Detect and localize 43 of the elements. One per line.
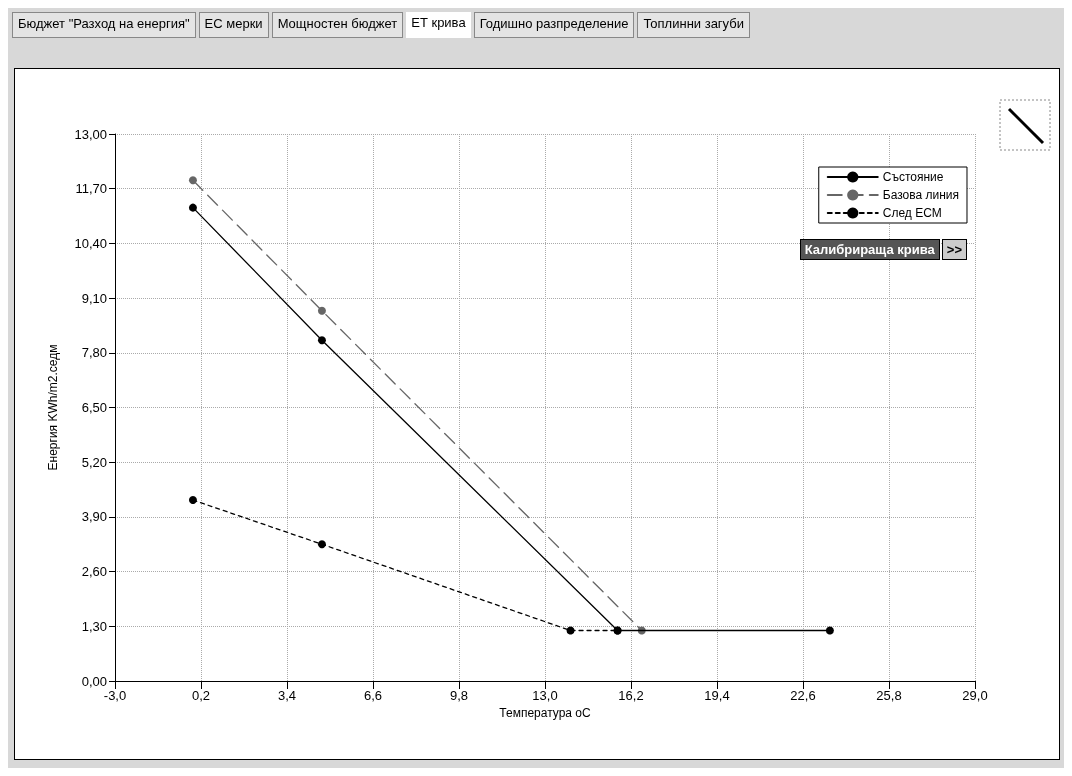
y-tick-label: 13,00 <box>74 126 107 142</box>
y-tick-label: 0,00 <box>81 673 107 689</box>
point <box>825 626 834 635</box>
point <box>188 496 197 505</box>
legend-label: Състояние <box>882 170 944 184</box>
y-axis-title: Енергия KWh/m2.седм <box>46 344 60 471</box>
y-tick-label: 6,50 <box>81 400 107 415</box>
x-tick-label: 25,8 <box>876 688 902 703</box>
legend-label: Базова линия <box>882 188 960 202</box>
annotation: Калибрираща крива <box>799 239 940 260</box>
text: ЕТ крива <box>406 12 471 38</box>
annotation: >> <box>941 239 967 260</box>
x-tick-label: 13,0 <box>532 688 558 703</box>
point <box>188 176 197 185</box>
x-tick-label: 29,0 <box>962 688 988 703</box>
y-tick-label: 11,70 <box>75 181 107 197</box>
y-tick-label: 2,60 <box>81 564 107 580</box>
point <box>317 540 326 549</box>
x-axis-title: Температура оС <box>499 706 592 720</box>
y-tick-label: 9,10 <box>81 290 107 306</box>
y-tick-label: 7,80 <box>81 345 107 361</box>
x-tick-label: -3,0 <box>103 688 127 703</box>
x-tick-label: 19,4 <box>704 688 730 703</box>
x-tick-label: 22,6 <box>790 688 816 703</box>
text: ЕС мерки <box>198 12 269 38</box>
point <box>566 626 575 635</box>
x-tick-label: 0,2 <box>191 688 211 703</box>
x-tick-label: 16,2 <box>618 688 644 703</box>
text: Топлинни загуби <box>637 12 750 38</box>
text: Бюджет "Разход на енергия" <box>12 12 196 38</box>
point <box>317 336 326 345</box>
x-tick-label: 6,6 <box>363 688 383 703</box>
y-tick-label: 5,20 <box>81 454 107 470</box>
text: Годишно разпределение <box>473 12 635 38</box>
y-tick-label: 1,30 <box>81 618 107 634</box>
legend-label: След ЕСМ <box>882 206 942 220</box>
y-tick-label: 10,40 <box>74 235 107 251</box>
x-tick-label: 3,4 <box>277 688 297 703</box>
point <box>317 306 326 315</box>
x-tick-label: 9,8 <box>449 688 469 703</box>
text: Мощностен бюджет <box>271 12 404 38</box>
y-tick-label: 3,90 <box>81 509 107 525</box>
point <box>188 203 197 212</box>
